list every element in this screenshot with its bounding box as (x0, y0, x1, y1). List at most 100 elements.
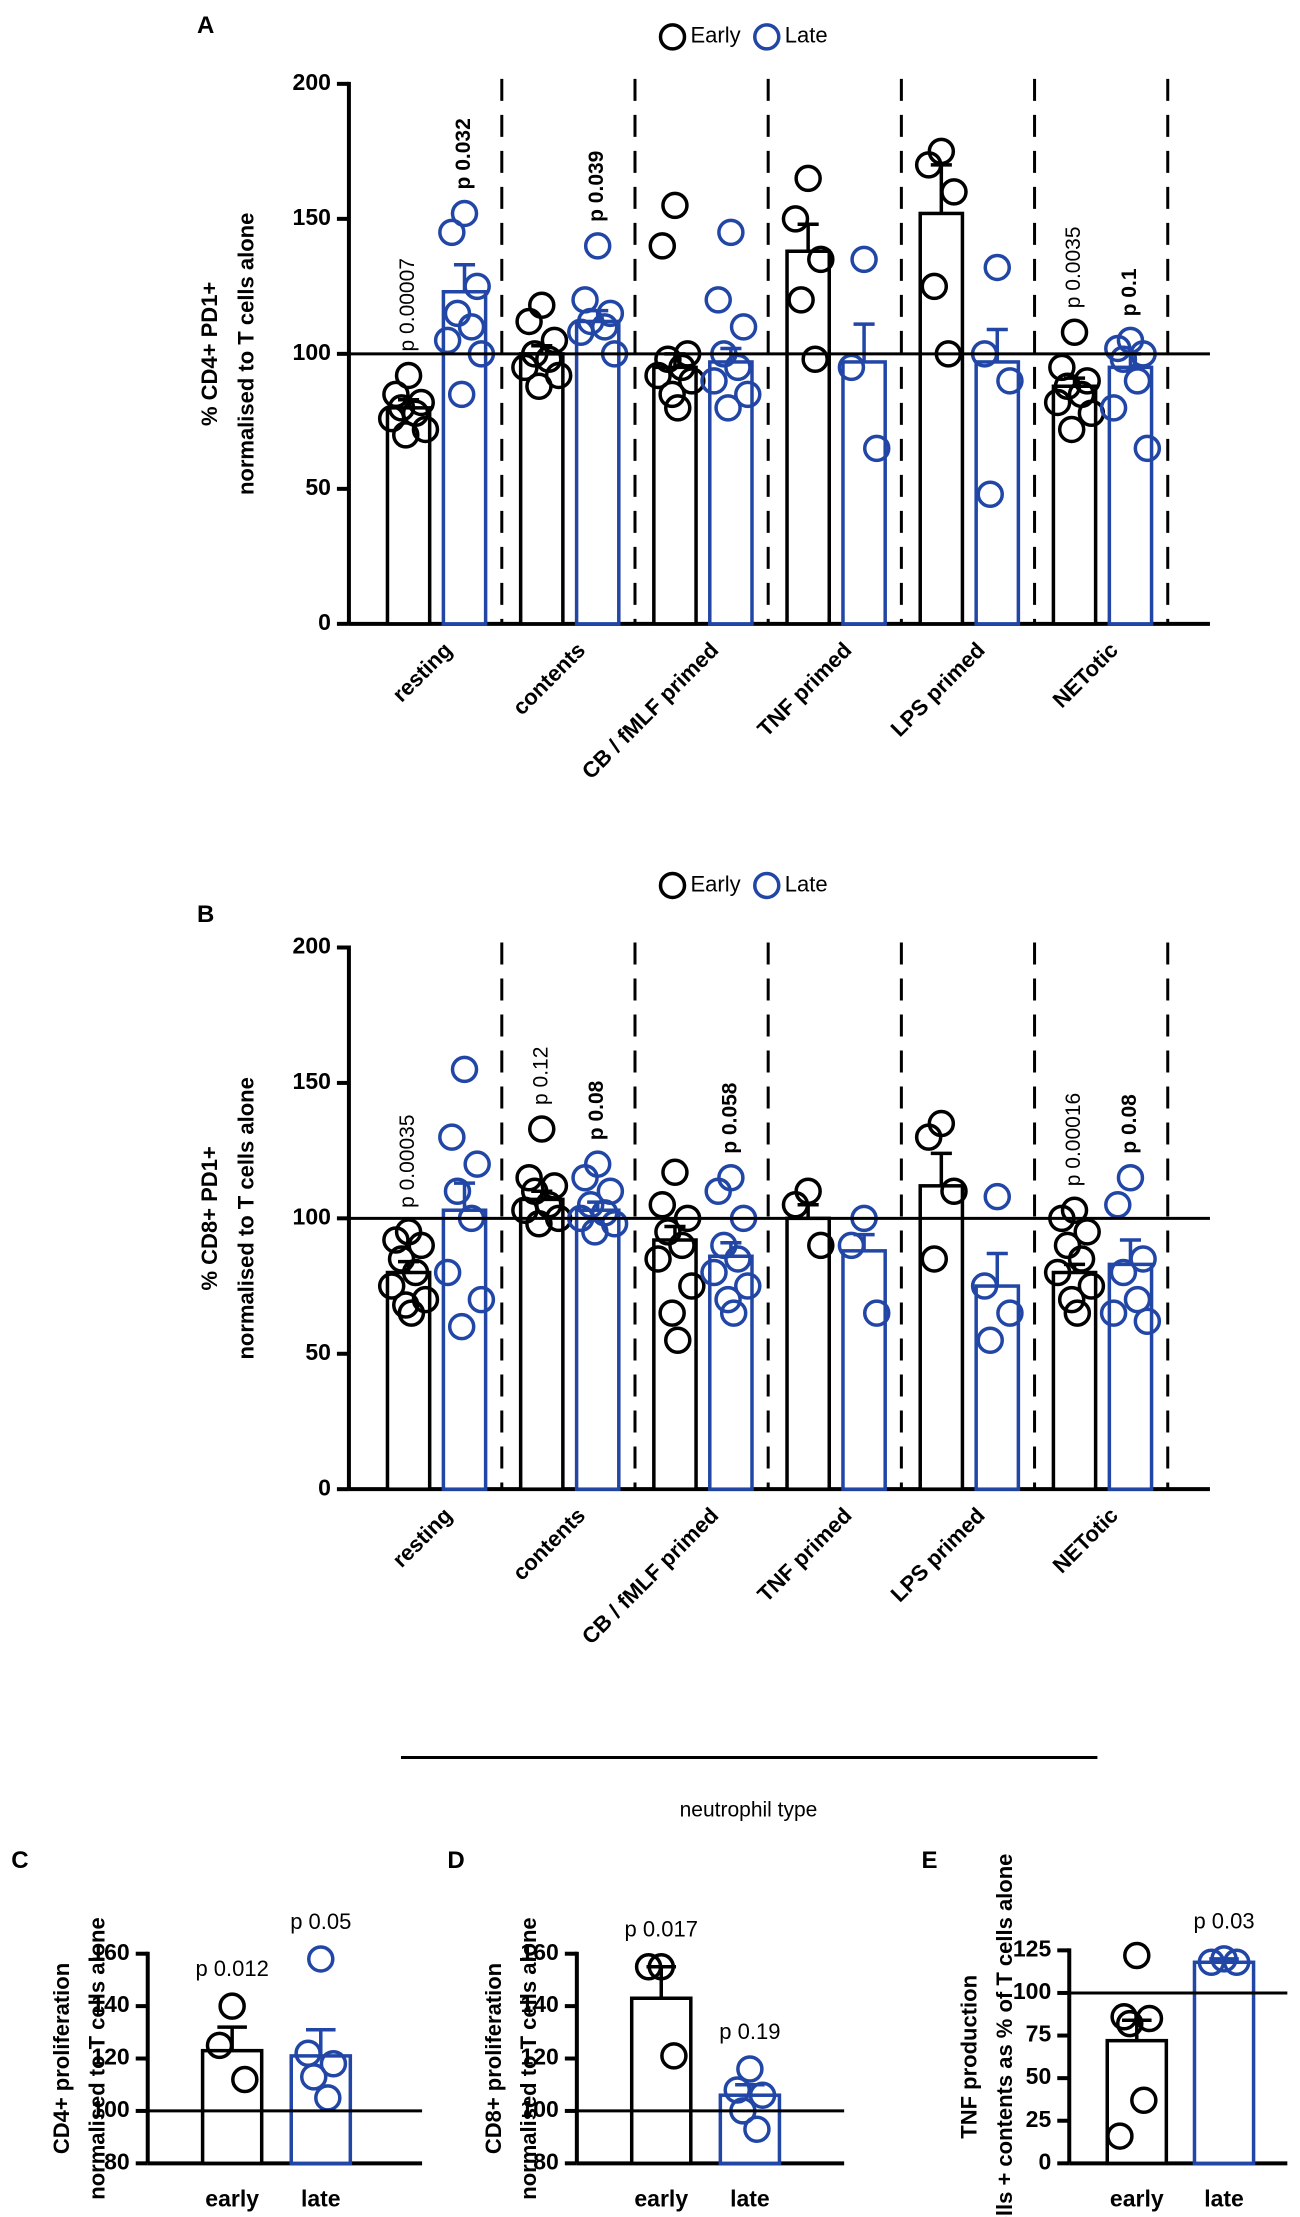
data-point (644, 361, 672, 390)
x-tick-label: CB / fMLF primed (577, 1503, 723, 1649)
x-tick-label: LPS primed (886, 1503, 990, 1607)
x-tick-label: LPS primed (886, 637, 990, 741)
data-point (1116, 2009, 1144, 2038)
y-tick-label: 80 (104, 2148, 130, 2174)
data-point (914, 151, 943, 179)
data-point (837, 1231, 866, 1260)
data-point (862, 1299, 891, 1327)
data-point (438, 218, 466, 247)
bar (974, 360, 1021, 626)
data-point (1060, 318, 1089, 346)
data-point (660, 2042, 688, 2070)
data-point (1057, 1285, 1086, 1314)
bar (441, 289, 488, 626)
y-tick-label: 50 (1026, 2063, 1052, 2089)
data-point (377, 404, 406, 433)
bar (1107, 365, 1154, 626)
data-point (634, 1953, 663, 1981)
p-value: p 0.058 (718, 1082, 741, 1154)
data-point (1222, 1948, 1251, 1977)
legend-marker (658, 23, 687, 51)
y-tick-label: 50 (305, 474, 331, 500)
p-value: p 0.012 (195, 1956, 268, 1981)
data-point (457, 313, 486, 341)
bar (629, 1996, 693, 2166)
bar (652, 1238, 698, 1491)
p-value: p 0.00035 (396, 1114, 419, 1207)
x-tick-label: early (205, 2185, 259, 2211)
data-point (319, 2050, 348, 2078)
data-point (392, 421, 420, 449)
data-point (525, 372, 553, 400)
data-point (1129, 1245, 1157, 1273)
y-tick-label: 0 (318, 1474, 331, 1500)
data-point (996, 1299, 1024, 1327)
data-point (743, 2115, 771, 2144)
data-point (648, 1191, 677, 1219)
bar (1105, 2038, 1169, 2166)
y-tick-label: 120 (520, 2044, 558, 2070)
data-point (678, 1272, 706, 1300)
data-point (734, 380, 762, 409)
data-point (205, 2031, 234, 2060)
data-point (581, 1218, 609, 1246)
panel-letter: A (197, 12, 214, 39)
bar (1051, 384, 1098, 626)
y-tick-label: 125 (1013, 1935, 1052, 1961)
data-point (648, 232, 677, 260)
legend-marker (658, 871, 687, 900)
data-point (447, 1312, 476, 1341)
bar (518, 352, 565, 626)
data-point (781, 205, 810, 233)
data-point (299, 2063, 328, 2091)
data-point (734, 1272, 762, 1300)
x-tick-label: TNF primed (752, 637, 856, 741)
data-point (1133, 1307, 1162, 1336)
y-tick-label: 100 (293, 339, 331, 365)
y-tick-label: 75 (1026, 2021, 1052, 2047)
y-tick-label: 140 (520, 1991, 558, 2017)
data-point (218, 1992, 246, 2020)
bar (918, 1184, 965, 1491)
error-bar (986, 1251, 1008, 1287)
data-point (794, 164, 822, 193)
data-point (394, 361, 423, 390)
data-point (717, 218, 745, 247)
data-point (401, 1258, 430, 1287)
p-value: p 0.017 (625, 1917, 698, 1942)
y-tick-label: 120 (91, 2044, 129, 2070)
data-point (463, 1150, 491, 1178)
bar (841, 360, 887, 626)
data-point (1116, 1163, 1145, 1192)
data-point (647, 1953, 676, 1981)
panel-letter: D (447, 1847, 464, 1874)
p-value: p 0.08 (1118, 1094, 1141, 1154)
y-axis-label: % CD4+ PD1+ (197, 282, 222, 426)
data-point (515, 1163, 543, 1192)
y-axis-label: normalised to T cells alone (233, 213, 258, 495)
bar (708, 1254, 754, 1491)
x-tick-label: contents (508, 1503, 591, 1586)
bar (574, 1208, 621, 1491)
y-tick-label: 150 (293, 204, 331, 230)
data-point (787, 286, 815, 314)
bar (441, 1208, 488, 1491)
bar (785, 1216, 831, 1491)
bar (518, 1197, 565, 1491)
p-value: p 0.03 (1193, 1909, 1254, 1934)
data-point (736, 2055, 764, 2083)
x-tick-label: late (301, 2185, 341, 2211)
data-point (940, 178, 968, 206)
data-point (976, 1326, 1004, 1354)
y-tick-label: 100 (293, 1203, 331, 1229)
data-point (1123, 1941, 1151, 1970)
data-point (983, 253, 1012, 282)
data-point (976, 480, 1004, 508)
data-point (1133, 434, 1162, 463)
y-tick-label: 0 (318, 609, 331, 635)
data-point (644, 1245, 672, 1273)
bar (841, 1249, 887, 1491)
error-bar (797, 222, 819, 252)
data-point (438, 1123, 466, 1151)
data-point (678, 367, 706, 395)
